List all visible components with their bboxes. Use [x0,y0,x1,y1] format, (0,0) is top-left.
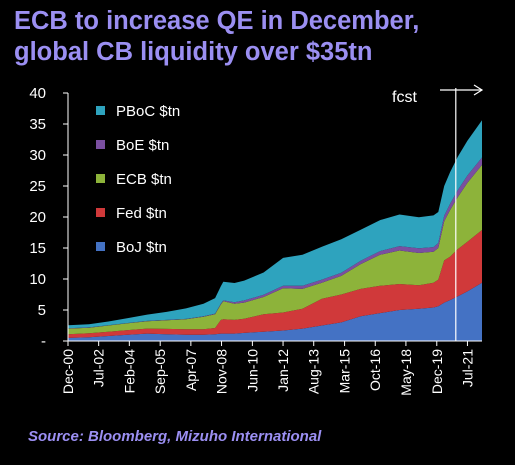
area-series-0 [68,282,482,341]
chart-title-line-1: ECB to increase QE in December, [14,7,420,35]
chart-title: ECB to increase QE in December, global C… [14,6,504,68]
chart-legend: PBoC $tn BoE $tn ECB $tn Fed $tn BoJ $tn [96,103,180,256]
x-tick-label: Oct-16 [367,349,383,391]
y-axis-ticks: - 5 10 15 20 25 30 35 40 [29,85,68,350]
x-tick-label: May-18 [398,349,414,396]
x-tick-label: Jan-12 [275,349,291,392]
legend-label: BoJ $tn [116,239,167,256]
y-tick-label: 35 [29,116,46,133]
legend-swatch [96,140,105,149]
y-tick-label: 40 [29,85,46,102]
x-tick-label: Jun-10 [244,349,260,392]
y-tick-label: - [41,333,46,350]
x-tick-label: Dec-19 [429,349,445,394]
x-tick-label: Sep-05 [152,349,168,394]
x-tick-label: Nov-08 [214,349,230,394]
legend-swatch [96,174,105,183]
y-tick-label: 25 [29,178,46,195]
legend-swatch [96,242,105,251]
area-series-2 [68,164,482,335]
chart-title-line-2: global CB liquidity over $35tn [14,38,373,66]
legend-swatch [96,106,105,115]
y-tick-label: 5 [38,302,46,319]
y-tick-label: 30 [29,147,46,164]
y-tick-label: 20 [29,209,46,226]
y-tick-label: 10 [29,271,46,288]
y-tick-label: 15 [29,240,46,257]
x-tick-label: Mar-15 [337,349,353,394]
x-tick-label: Apr-07 [183,349,199,391]
x-tick-label: Dec-00 [60,349,76,394]
x-tick-label: Feb-04 [121,349,137,394]
x-tick-label: Jul-21 [459,349,475,387]
legend-label: PBoC $tn [116,103,180,120]
legend-label: ECB $tn [116,171,172,188]
legend-label: Fed $tn [116,205,167,222]
x-tick-label: Jul-02 [91,349,107,387]
x-tick-label: Aug-13 [306,349,322,394]
forecast-label: fcst [392,89,417,106]
area-series-4 [68,120,482,329]
forecast-arrow-head [473,84,484,96]
legend-label: BoE $tn [116,137,169,154]
source-note: Source: Bloomberg, Mizuho International [28,428,322,445]
legend-swatch [96,208,105,217]
forecast-marker: fcst [392,84,484,341]
area-series-group [68,120,482,341]
area-series-1 [68,230,482,338]
x-axis-ticks: Dec-00 Jul-02 Feb-04 Sep-05 Apr-07 Nov-08 Jun-… [60,341,475,396]
